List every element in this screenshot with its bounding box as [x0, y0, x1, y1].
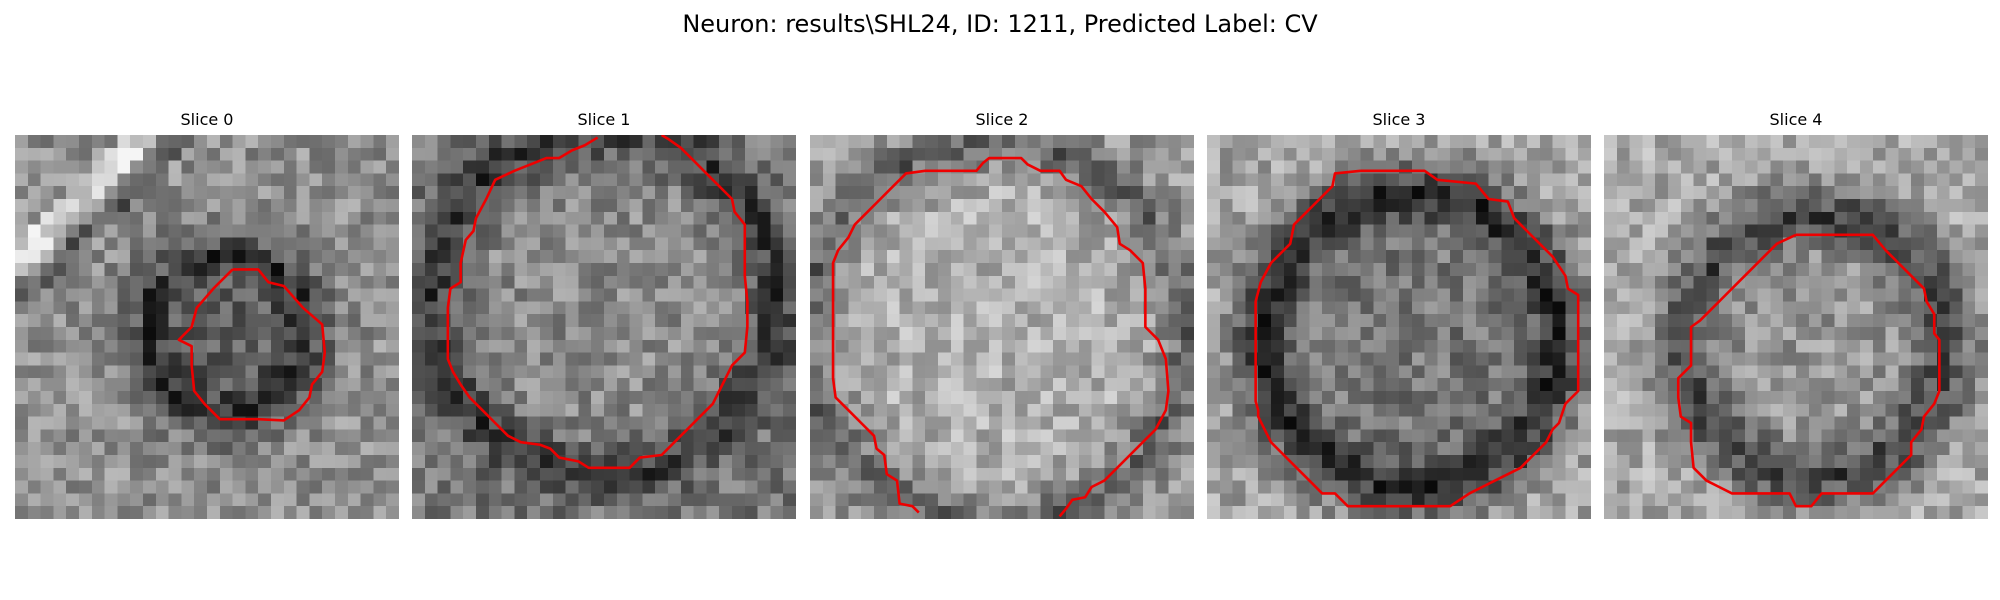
slice-image-1 — [412, 135, 796, 519]
segmentation-contour-4 — [1678, 235, 1939, 506]
slice-image-3 — [1207, 135, 1591, 519]
segmentation-contour-3 — [1256, 171, 1579, 506]
slice-pixels-4 — [1604, 135, 1988, 519]
slice-image-2 — [810, 135, 1194, 519]
figure-title: Neuron: results\SHL24, ID: 1211, Predict… — [682, 10, 1318, 38]
slice-title-3: Slice 3 — [1372, 110, 1426, 129]
slice-pixels-2 — [810, 135, 1194, 519]
segmentation-contour-2 — [833, 158, 1168, 516]
slice-image-4 — [1604, 135, 1988, 519]
slice-pixels-1 — [412, 135, 796, 519]
slice-pixels-0 — [15, 135, 399, 519]
slice-title-1: Slice 1 — [577, 110, 631, 129]
segmentation-contour-1 — [448, 135, 748, 468]
slice-panel-0: Slice 0 — [15, 108, 399, 519]
slice-panel-2: Slice 2 — [810, 108, 1194, 519]
slice-title-2: Slice 2 — [975, 110, 1029, 129]
slice-panel-3: Slice 3 — [1207, 108, 1591, 519]
segmentation-contour-0 — [179, 269, 325, 420]
slice-panel-4: Slice 4 — [1604, 108, 1988, 519]
slice-pixels-3 — [1207, 135, 1591, 519]
slice-image-0 — [15, 135, 399, 519]
slice-title-0: Slice 0 — [180, 110, 234, 129]
slice-panel-1: Slice 1 — [412, 108, 796, 519]
slice-title-4: Slice 4 — [1769, 110, 1823, 129]
